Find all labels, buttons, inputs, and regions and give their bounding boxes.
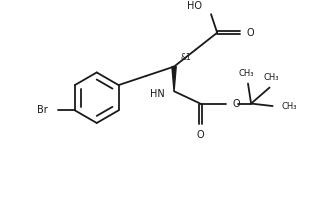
Polygon shape: [172, 67, 176, 91]
Text: Br: Br: [37, 105, 48, 115]
Text: O: O: [233, 98, 240, 109]
Text: &1: &1: [181, 53, 191, 62]
Text: O: O: [196, 130, 204, 140]
Text: HN: HN: [150, 89, 165, 99]
Text: CH₃: CH₃: [281, 101, 297, 111]
Text: O: O: [246, 28, 254, 38]
Text: CH₃: CH₃: [239, 69, 254, 78]
Text: CH₃: CH₃: [263, 73, 279, 82]
Text: HO: HO: [188, 1, 202, 10]
